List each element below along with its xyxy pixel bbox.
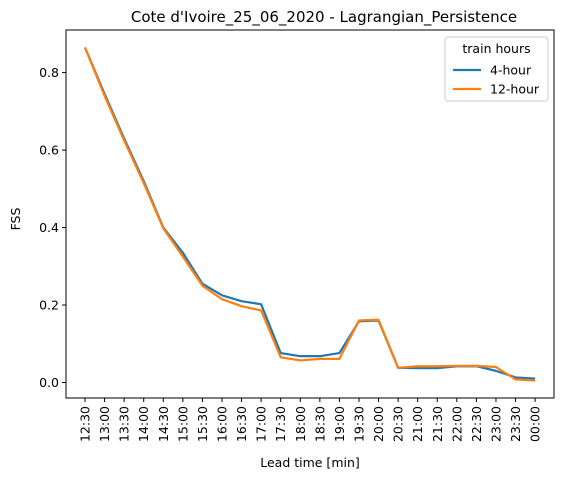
series-line-12-hour xyxy=(83,47,536,382)
x-tick-label: 19:00 xyxy=(332,406,347,442)
x-tick-label: 16:30 xyxy=(234,406,249,442)
chart-title: Cote d'Ivoire_25_06_2020 - Lagrangian_Pe… xyxy=(131,8,517,27)
x-tick-label: 15:00 xyxy=(175,406,190,442)
x-tick-label: 14:30 xyxy=(156,406,171,442)
legend-label-12-hour: 12-hour xyxy=(490,82,540,97)
y-axis-label: FSS xyxy=(8,208,23,231)
x-tick-label: 17:30 xyxy=(273,406,288,442)
x-tick-label: 23:00 xyxy=(488,406,503,442)
legend-box xyxy=(444,36,549,102)
x-tick-label: 20:30 xyxy=(391,406,406,442)
x-tick-label: 18:00 xyxy=(293,406,308,442)
x-tick-label: 18:30 xyxy=(312,406,327,442)
plot-area: 0.0 0.2 0.4 0.6 0.8 12:30 13:00 13:30 14:00 14:30… xyxy=(39,29,555,442)
plot-frame xyxy=(65,29,555,399)
x-tick-label: 21:30 xyxy=(430,406,445,442)
x-tick-label: 13:00 xyxy=(97,406,112,442)
x-tick-label: 13:30 xyxy=(117,406,132,442)
x-tick-label: 22:30 xyxy=(469,406,484,442)
x-tick-label: 20:00 xyxy=(371,406,386,442)
x-tick-label: 16:00 xyxy=(214,406,229,442)
y-tick-label: 0.6 xyxy=(39,143,59,158)
x-tick-label: 19:30 xyxy=(351,406,366,442)
y-tick-label: 0.2 xyxy=(39,298,59,313)
legend-title: train hours xyxy=(462,41,530,56)
y-tick-label: 0.8 xyxy=(39,65,59,80)
y-tick-label: 0.0 xyxy=(39,375,59,390)
x-tick-label: 21:00 xyxy=(410,406,425,442)
x-tick-label: 15:30 xyxy=(195,406,210,442)
x-tick-label: 12:30 xyxy=(78,406,93,442)
x-axis-label: Lead time [min] xyxy=(260,455,360,470)
y-tick-label: 0.4 xyxy=(39,220,59,235)
x-tick-label: 17:00 xyxy=(254,406,269,442)
x-tick-label: 14:00 xyxy=(136,406,151,442)
legend-label-4-hour: 4-hour xyxy=(490,63,532,78)
x-tick-label: 00:00 xyxy=(528,406,543,442)
x-tick-label: 23:30 xyxy=(508,406,523,442)
x-tick-label: 22:00 xyxy=(449,406,464,442)
